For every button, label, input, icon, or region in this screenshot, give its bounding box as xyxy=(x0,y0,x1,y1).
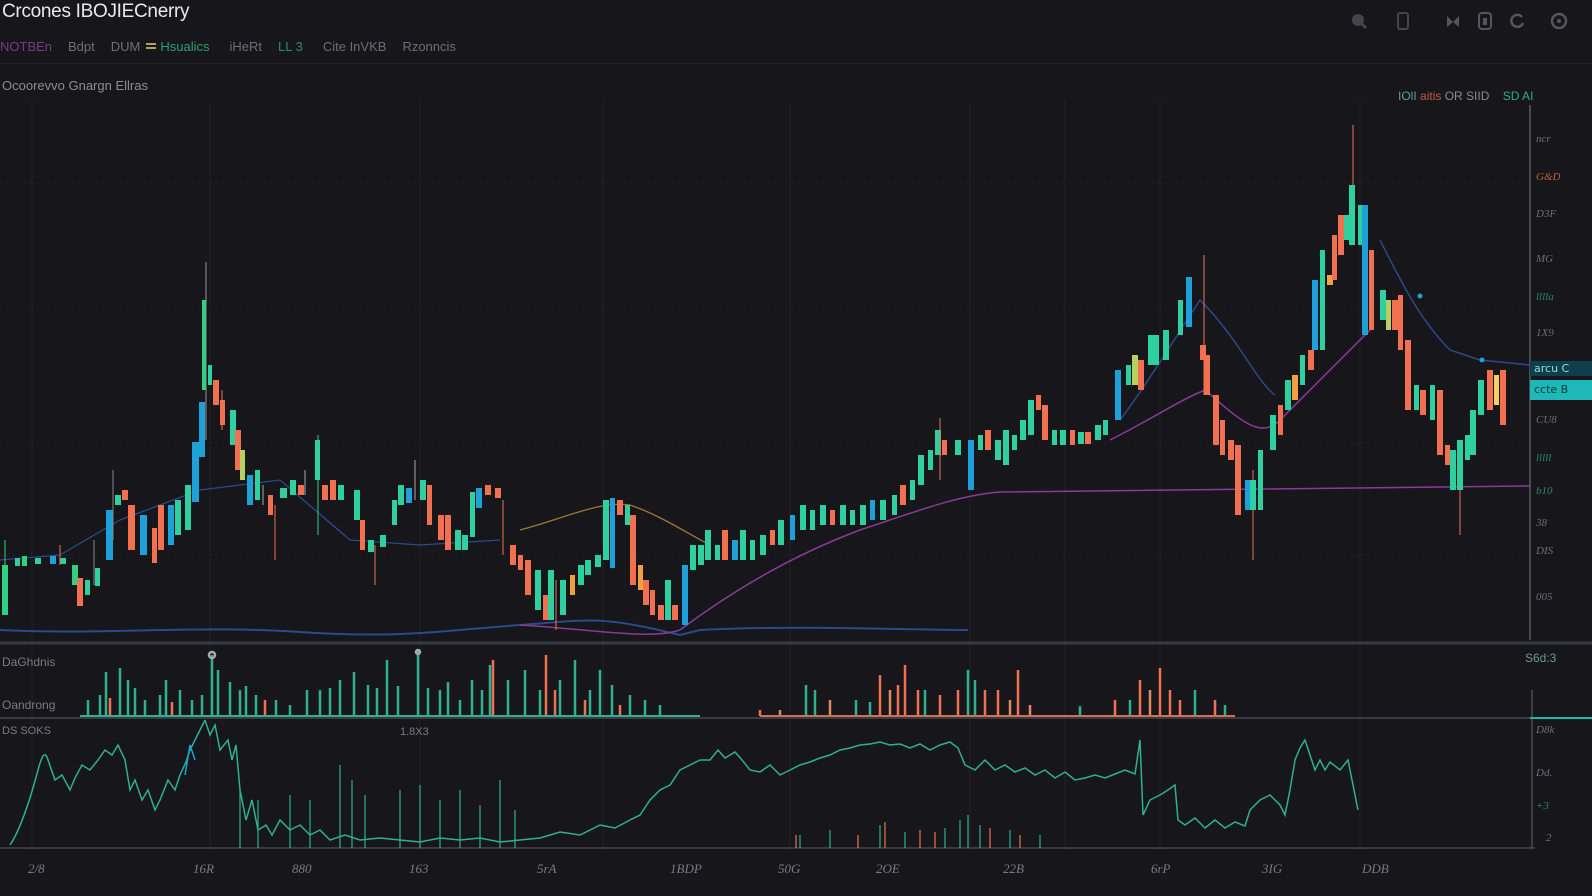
y-tick: ncr xyxy=(1536,133,1551,145)
header-divider xyxy=(0,63,1592,64)
y-tick: lllla xyxy=(1536,291,1554,303)
grid-lines xyxy=(0,100,1530,850)
toolbar: NOTBEn Bdpt DUM Hsualics iHeRt LL 3 Cite… xyxy=(0,36,472,56)
oscillator-label: DS SOKS xyxy=(2,725,51,737)
toolbar-item-6[interactable]: Cite InVKB xyxy=(322,38,387,54)
toolbar-item-0[interactable]: NOTBEn xyxy=(0,38,53,54)
price-tag-last: ccte B xyxy=(1530,380,1592,400)
volume-bars xyxy=(80,648,1235,717)
osc-tick: 2 xyxy=(1546,832,1552,844)
y-tick: b10 xyxy=(1536,485,1553,497)
toolbar-item-1[interactable]: Bdpt xyxy=(68,38,95,54)
document-icon[interactable] xyxy=(1474,10,1496,32)
search-icon[interactable] xyxy=(1348,10,1370,32)
oscillator xyxy=(9,719,1359,848)
x-tick: 163 xyxy=(409,861,429,876)
legend-a: IOlI xyxy=(1398,89,1417,103)
x-tick: 50G xyxy=(778,861,801,876)
y-tick: 38 xyxy=(1536,517,1547,529)
price-tag-current: arcu C xyxy=(1530,361,1592,376)
settings-icon[interactable] xyxy=(1548,10,1570,32)
legend-c: OR SIID xyxy=(1444,89,1490,103)
y-tick: D3F xyxy=(1536,208,1557,220)
bookmark-icon[interactable] xyxy=(1392,10,1414,32)
volume-axis-label: S6d:3 xyxy=(1525,651,1557,665)
toolbar-item-5[interactable]: LL 3 xyxy=(278,38,303,54)
osc-tick: Dd. xyxy=(1536,767,1553,779)
legend-b: aitis xyxy=(1420,89,1442,103)
chart-subtitle: Ocoorevvo Gnargn Ellras xyxy=(2,78,148,93)
x-tick: 6rP xyxy=(1151,861,1171,876)
volume-label: DaGhdnis xyxy=(2,655,56,669)
y-tick: DIS xyxy=(1536,545,1554,557)
x-tick: DDB xyxy=(1362,861,1389,876)
x-tick: 16R xyxy=(193,861,214,876)
osc-tick: +3 xyxy=(1536,800,1549,812)
refresh-icon[interactable] xyxy=(1506,10,1528,32)
osc-tick: D8k xyxy=(1536,724,1555,736)
x-tick: 2OE xyxy=(876,861,900,876)
legend-right: IOlI aitis OR SIID SD AI xyxy=(1398,89,1533,103)
candles xyxy=(2,125,1506,630)
y-tick: 005 xyxy=(1536,591,1553,603)
y-tick: MG xyxy=(1536,253,1554,265)
x-tick: 880 xyxy=(292,861,312,876)
equals-icon xyxy=(146,43,157,49)
x-tick: 1BDP xyxy=(670,861,702,876)
y-tick: 1X9 xyxy=(1536,327,1554,339)
y-tick: lllll xyxy=(1536,452,1552,464)
volume-sublabel: Oandrong xyxy=(2,698,56,712)
x-tick: 2/8 xyxy=(28,861,45,876)
header-icons xyxy=(1326,10,1570,32)
toolbar-item-3[interactable]: Hsualics xyxy=(160,38,210,54)
x-tick: 3IG xyxy=(1262,861,1283,876)
y-tick: CU8 xyxy=(1536,414,1557,426)
toolbar-item-7[interactable]: Rzonncis xyxy=(402,38,456,54)
y-tick: G&D xyxy=(1536,171,1561,183)
toolbar-item-2[interactable]: DUM xyxy=(110,38,141,54)
chart-title: Crcones IBOJIECnerry xyxy=(2,1,190,22)
cursor-icon[interactable] xyxy=(1442,10,1464,32)
x-tick: 22B xyxy=(1003,861,1024,876)
oscillator-mid-label: 1.8X3 xyxy=(400,726,429,738)
legend-d: SD AI xyxy=(1502,89,1534,103)
toolbar-item-4[interactable]: iHeRt xyxy=(229,38,263,54)
x-tick: 5rA xyxy=(537,861,557,876)
